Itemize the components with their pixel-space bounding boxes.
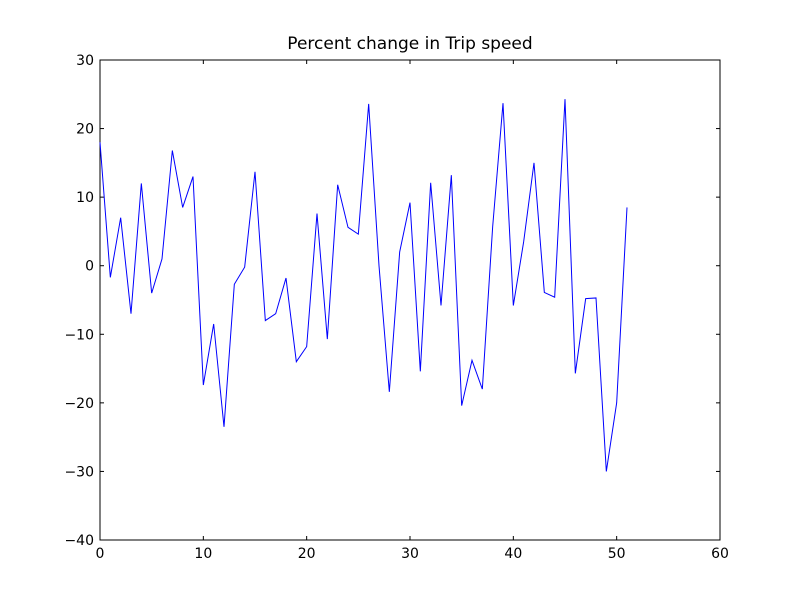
y-tick-label: 30 xyxy=(76,53,94,69)
x-tick-label: 10 xyxy=(194,546,212,562)
y-tick-label: 0 xyxy=(85,259,94,275)
x-tick-label: 40 xyxy=(504,546,522,562)
x-tick-label: 60 xyxy=(711,546,729,562)
series-layer xyxy=(99,99,628,472)
chart-title: Percent change in Trip speed xyxy=(287,34,532,54)
x-tick-label: 20 xyxy=(298,546,316,562)
y-tick-label: −10 xyxy=(64,327,94,343)
y-tick-label: −30 xyxy=(64,464,94,480)
y-tick-label: −40 xyxy=(64,533,94,549)
y-tick-label: 20 xyxy=(76,122,94,138)
axis-ticks: 0 10 20 30 40 50 60 −40 −30 −20 −10 0 10 20 30 xyxy=(64,53,728,562)
x-tick-label: 0 xyxy=(96,546,105,562)
y-tick-label: −20 xyxy=(64,396,94,412)
x-tick-label: 30 xyxy=(401,546,419,562)
y-tick-label: 10 xyxy=(76,190,94,206)
plot-area xyxy=(99,59,721,541)
x-tick-label: 50 xyxy=(608,546,626,562)
series-line-0 xyxy=(99,99,628,472)
